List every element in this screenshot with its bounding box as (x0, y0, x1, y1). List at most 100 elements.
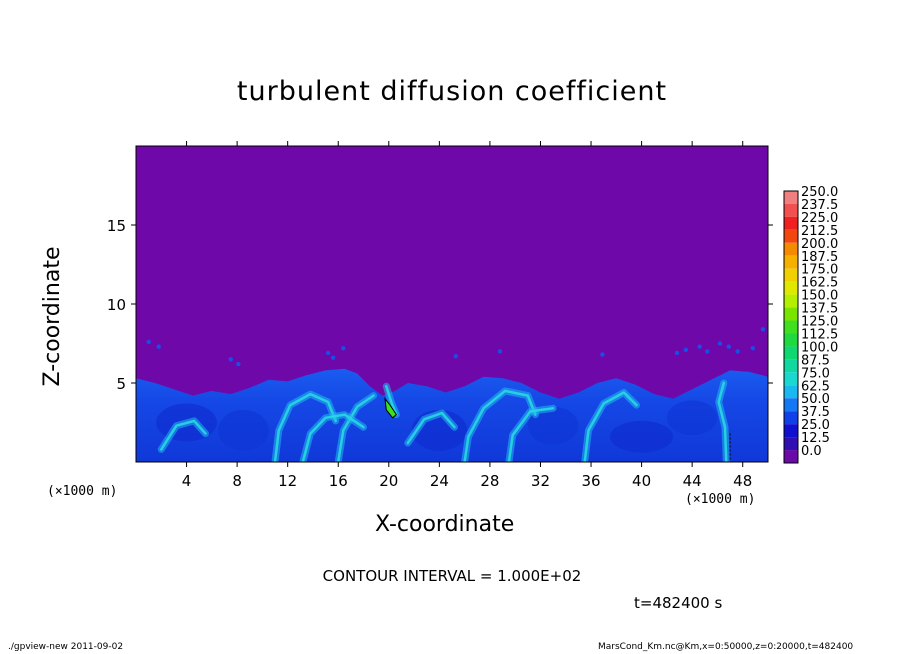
colorbar-swatch (784, 398, 798, 412)
eddy-blob (156, 344, 161, 349)
colorbar-label: 87.5 (801, 353, 830, 368)
colorbar-label: 37.5 (801, 405, 830, 420)
colorbar-label: 175.0 (801, 263, 838, 278)
colorbar-swatch (784, 346, 798, 360)
colorbar-swatch (784, 385, 798, 399)
dark-eddy (527, 406, 579, 445)
colorbar-label: 25.0 (801, 418, 830, 433)
eddy-blob (697, 344, 702, 349)
x-axis-label: X-coordinate (375, 512, 515, 537)
colorbar-swatch (784, 411, 798, 425)
eddy-blob (750, 346, 756, 351)
x-tick-label: 16 (329, 472, 348, 490)
contour-interval: CONTOUR INTERVAL = 1.000E+02 (322, 567, 582, 585)
colorbar-label: 137.5 (801, 302, 838, 317)
colorbar-swatch (784, 268, 798, 282)
dark-eddy (610, 420, 674, 453)
colorbar-label: 200.0 (801, 237, 838, 252)
eddy-blob (683, 347, 689, 353)
x-unit-label-right: (×1000 m) (685, 492, 756, 507)
colorbar-swatch (784, 333, 798, 347)
colorbar-label: 50.0 (801, 392, 830, 407)
eddy-blob (325, 350, 331, 356)
colorbar-swatch (784, 255, 798, 269)
colorbar-swatch (784, 216, 798, 230)
plume-core (160, 419, 207, 451)
eddy-blob (341, 346, 346, 351)
colorbar-swatch (784, 229, 798, 243)
time-label: t=482400 s (634, 594, 723, 612)
plume-core (583, 391, 638, 462)
eddy-blob (600, 352, 605, 357)
x-tick-label: 48 (733, 472, 752, 490)
eddy-blob (146, 339, 151, 345)
colorbar-label: 225.0 (801, 211, 838, 226)
eddy-blob (735, 349, 740, 354)
colorbar-label: 162.5 (801, 276, 838, 291)
colorbar-swatch (784, 320, 798, 334)
footer-right: MarsCond_Km.nc@Km,x=0:50000,z=0:20000,t=… (598, 642, 854, 652)
plume-core (463, 389, 537, 462)
colorbar-swatch (784, 242, 798, 256)
x-tick-label: 44 (683, 472, 702, 490)
plume-core (717, 381, 728, 462)
colorbar-frame (783, 190, 799, 464)
eddy-blob (236, 361, 241, 367)
eddy-blob (330, 355, 336, 360)
colorbar-swatch (784, 203, 798, 217)
eddy-blob (705, 349, 710, 354)
colorbar-swatch (784, 307, 798, 321)
footer-left: ./gpview-new 2011-09-02 (8, 642, 124, 652)
colorbar-swatch (784, 294, 798, 308)
colorbar-swatch (784, 424, 798, 438)
high-value-contour (384, 397, 398, 419)
plume-core (273, 392, 337, 462)
turbulent-layer-group (136, 327, 768, 462)
colorbar-label: 212.5 (801, 224, 838, 239)
y-axis-label-text: Z-coordinate (40, 246, 65, 387)
eddy-blob (760, 327, 766, 332)
colorbar-swatch (784, 359, 798, 373)
y-tick-label: 15 (107, 217, 126, 235)
colorbar-label: 112.5 (801, 327, 838, 342)
colorbar-label: 250.0 (801, 185, 838, 200)
colorbar-label: 100.0 (801, 340, 838, 355)
eddy-blob (726, 344, 732, 349)
plume-core (385, 384, 398, 416)
dark-eddy (666, 400, 718, 436)
colorbar-swatch (784, 437, 798, 451)
eddy-blob (453, 353, 458, 359)
plume-core (301, 413, 365, 462)
x-tick-label: 4 (182, 472, 192, 490)
x-tick-label: 12 (278, 472, 297, 490)
x-tick-label: 28 (480, 472, 499, 490)
eddy-blob (497, 349, 503, 354)
colorbar-swatch (784, 191, 798, 204)
plume-core (507, 407, 555, 462)
colorbar-label: 75.0 (801, 366, 830, 381)
colorbar-label: 12.5 (801, 431, 830, 446)
x-tick-label: 32 (531, 472, 550, 490)
dark-eddy (218, 409, 269, 451)
x-tick-label: 40 (632, 472, 651, 490)
x-unit-label-left: (×1000 m) (47, 484, 118, 499)
x-tick-label: 24 (430, 472, 449, 490)
colorbar-label: 150.0 (801, 289, 838, 304)
y-tick-label: 10 (107, 296, 126, 314)
colorbar-swatch (784, 450, 798, 463)
colorbar-swatch (784, 372, 798, 386)
colorbar-label: 237.5 (801, 198, 838, 213)
eddy-blob (717, 341, 723, 346)
eddy-blob (228, 357, 233, 362)
x-tick-label: 36 (581, 472, 600, 490)
y-tick-label: 5 (116, 375, 126, 393)
chart-title: turbulent diffusion coefficient (236, 76, 668, 107)
x-tick-label: 20 (379, 472, 398, 490)
colorbar-label: 62.5 (801, 379, 830, 394)
colorbar-label: 125.0 (801, 315, 838, 330)
eddy-blob (674, 350, 680, 356)
plume-core (406, 411, 456, 445)
colorbar-label: 187.5 (801, 250, 838, 265)
colorbar-label: 0.0 (801, 444, 822, 459)
